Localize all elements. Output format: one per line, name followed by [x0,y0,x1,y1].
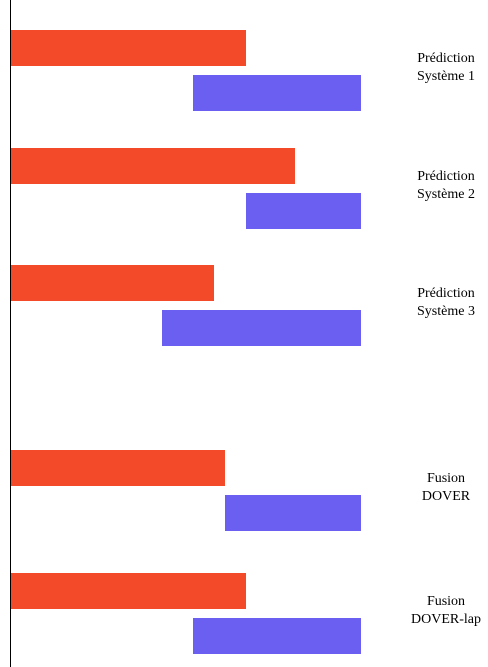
row-2-reference-bar [11,148,295,184]
row-1-label-line1: Prédiction [417,51,475,66]
row-4-label-line2: DOVER [421,489,471,504]
row-2-hypothesis-bar [245,193,361,229]
row-3-label-line2: Système 3 [417,304,475,319]
row-4-hypothesis-bar [224,495,361,531]
row-4-reference-bar [11,450,225,486]
row-5-label-line1: Fusion [426,594,466,609]
row-2-label: Prédiction Système 2 [386,168,488,204]
row-4-label-line1: Fusion [426,471,466,486]
row-3-reference-bar [11,265,214,301]
row-3-hypothesis-bar [161,310,361,346]
row-1-reference-bar [11,30,246,66]
time-axis-line [10,0,11,667]
row-1-hypothesis-bar [193,75,361,111]
row-5-reference-bar [11,573,246,609]
row-1-label-line2: Système 1 [417,69,475,84]
row-5-label-line2: DOVER-lap [411,612,481,627]
row-1-label: Prédiction Système 1 [386,50,488,86]
row-3-label: Prédiction Système 3 [386,285,488,321]
row-5-hypothesis-bar [193,618,361,654]
row-2-label-line1: Prédiction [417,169,475,184]
row-5-label: Fusion DOVER-lap [386,593,488,629]
row-4-label: Fusion DOVER [386,470,488,506]
row-3-label-line1: Prédiction [417,286,475,301]
row-2-label-line2: Système 2 [417,187,475,202]
